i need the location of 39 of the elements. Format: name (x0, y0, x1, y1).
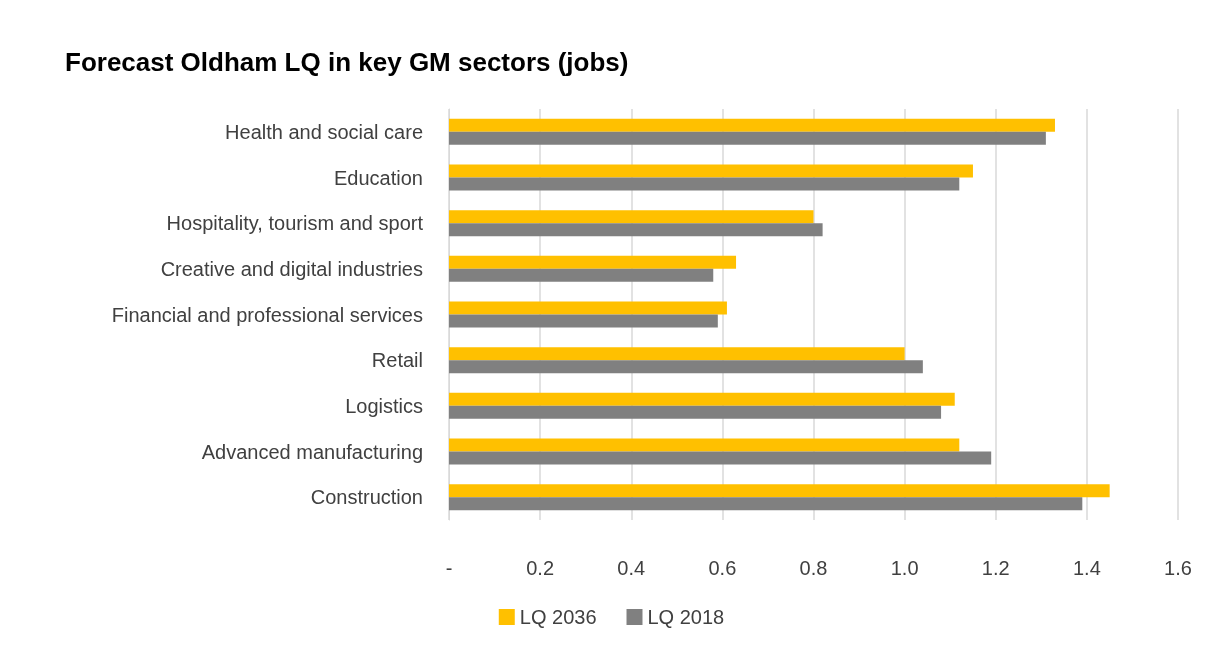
x-tick-label: 1.2 (981, 557, 1010, 579)
bar (449, 392, 955, 406)
x-tick-label: 1.0 (890, 557, 919, 579)
y-tick-label: Hospitality, tourism and sport (166, 212, 424, 235)
chart-title: Forecast Oldham LQ in key GM sectors (jobs) (65, 47, 629, 77)
bar (449, 164, 973, 178)
x-tick-label: 0.2 (526, 557, 555, 579)
x-tick-label: 1.4 (1072, 557, 1101, 579)
y-tick-label: Education (334, 166, 423, 189)
x-tick-label: 0.4 (617, 557, 646, 579)
y-tick-label: Advanced manufacturing (201, 440, 423, 463)
bar (449, 255, 737, 269)
x-tick-label: - (445, 557, 453, 579)
bar (449, 497, 1083, 511)
x-tick-label: 1.6 (1164, 557, 1192, 579)
bar (449, 451, 992, 465)
y-tick-label: Health and social care (225, 120, 423, 143)
bar (449, 484, 1110, 498)
y-tick-label: Logistics (345, 394, 423, 417)
bar (449, 131, 1046, 145)
bar (449, 210, 814, 224)
y-tick-label: Construction (310, 486, 423, 509)
bar (449, 347, 905, 361)
bar (449, 177, 960, 191)
bar (449, 314, 718, 328)
bar (449, 118, 1055, 132)
legend-label: LQ 2036 (519, 606, 597, 628)
bar (449, 438, 960, 452)
bar (449, 360, 923, 374)
bar (449, 223, 823, 237)
legend-label: LQ 2018 (647, 606, 725, 628)
x-tick-label: 0.6 (708, 557, 737, 579)
y-tick-label: Financial and professional services (111, 303, 423, 326)
bar (449, 405, 942, 419)
y-tick-label: Retail (371, 349, 423, 372)
bar (449, 301, 727, 315)
bar (449, 268, 714, 282)
x-tick-label: 0.8 (799, 557, 828, 579)
y-tick-label: Creative and digital industries (160, 257, 423, 280)
